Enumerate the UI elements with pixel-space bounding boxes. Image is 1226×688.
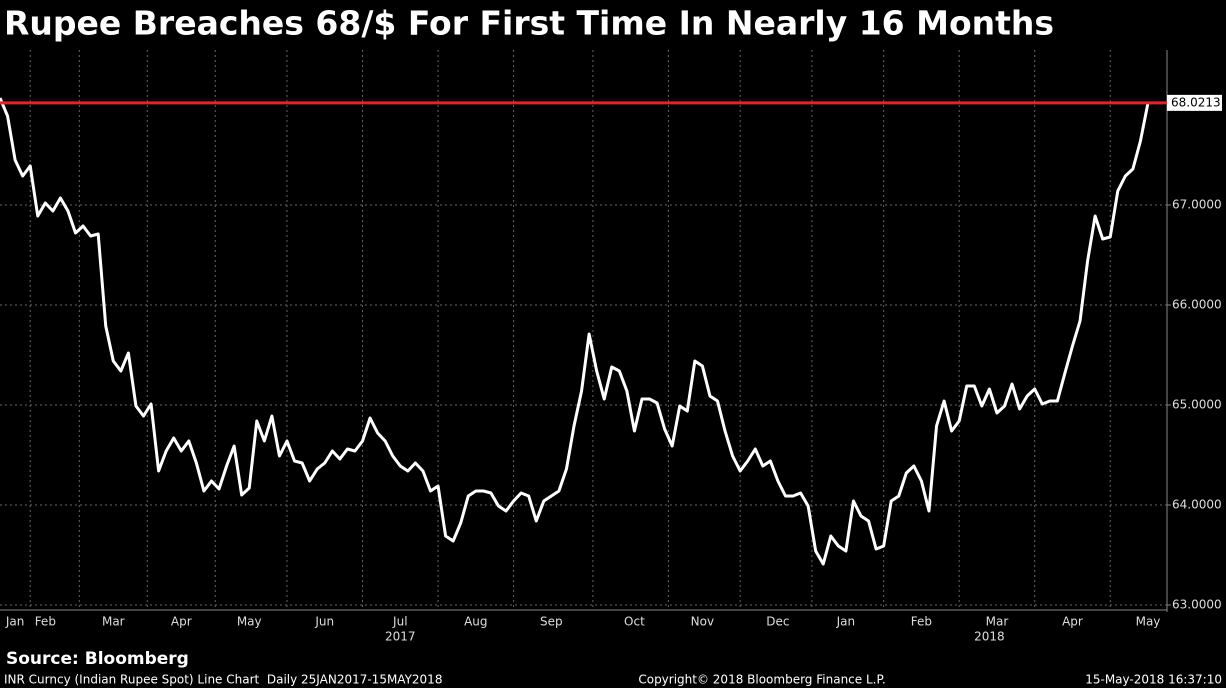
x-tick-label: May: [1136, 615, 1161, 629]
x-tick-label: Feb: [35, 615, 56, 629]
x-tick-label: Jul: [392, 615, 407, 629]
year-label: 2017: [385, 630, 416, 644]
footer-center: Copyright© 2018 Bloomberg Finance L.P.: [638, 673, 885, 687]
x-tick-label: Aug: [464, 615, 487, 629]
x-tick-label: Dec: [766, 615, 789, 629]
x-tick-label: May: [237, 615, 262, 629]
price-line: [0, 97, 1150, 566]
x-tick-label: Feb: [911, 615, 932, 629]
y-tick-label: 67.0000: [1172, 198, 1222, 212]
x-tick-label: Sep: [540, 615, 563, 629]
last-value-label: 68.0213: [1171, 95, 1221, 109]
x-tick-label: Jun: [314, 615, 334, 629]
x-tick-label: Jan: [5, 615, 25, 629]
x-tick-label: Nov: [691, 615, 714, 629]
y-tick-label: 63.0000: [1172, 598, 1222, 612]
footer-right: 15-May-2018 16:37:10: [1085, 673, 1222, 687]
x-tick-label: Apr: [171, 615, 192, 629]
y-tick-label: 64.0000: [1172, 498, 1222, 512]
source: Source: Bloomberg: [6, 649, 189, 669]
x-tick-label: Oct: [624, 615, 645, 629]
y-tick-label: 66.0000: [1172, 298, 1222, 312]
footer-left: INR Curncy (Indian Rupee Spot) Line Char…: [4, 673, 442, 687]
chart-title: Rupee Breaches 68/$ For First Time In Ne…: [4, 4, 1054, 43]
last-value-box: [1167, 94, 1222, 111]
x-tick-label: Jan: [836, 615, 856, 629]
x-tick-label: Mar: [986, 615, 1009, 629]
x-tick-label: Mar: [102, 615, 125, 629]
year-label: 2018: [974, 630, 1005, 644]
x-tick-label: Apr: [1062, 615, 1083, 629]
y-tick-label: 65.0000: [1172, 398, 1222, 412]
